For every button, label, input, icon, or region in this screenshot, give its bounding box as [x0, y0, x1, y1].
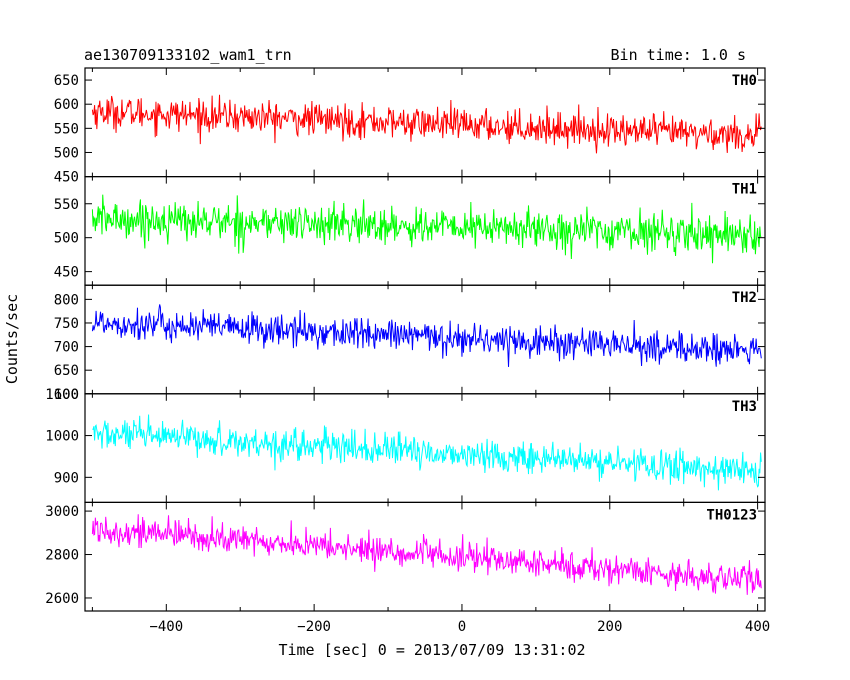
y-tick-label: 700 — [54, 340, 79, 356]
series-line-th3 — [92, 414, 762, 491]
series-line-th0 — [91, 94, 762, 154]
x-tick-label: 0 — [458, 619, 466, 635]
y-tick-label: 550 — [54, 197, 79, 213]
bin-time-label: Bin time: 1.0 s — [611, 46, 746, 64]
y-tick-label: 2600 — [45, 591, 79, 607]
chart-title: ae130709133102_wam1_trn — [84, 46, 292, 64]
panel-th3: 900 1000 1100 TH3 — [45, 387, 766, 503]
y-tick-label: 650 — [54, 73, 79, 89]
x-tick-label: 200 — [597, 619, 622, 635]
y-tick-label: 900 — [54, 470, 79, 486]
panel-label-th2: TH2 — [732, 290, 757, 306]
series-line-th0123 — [91, 514, 762, 595]
y-tick-label: 550 — [54, 121, 79, 137]
panel-th0: 450 500 550 600 650 TH0 — [54, 67, 766, 186]
series-line-th1 — [91, 194, 762, 264]
panel-th1: 450 500 550 TH1 — [54, 176, 766, 286]
y-tick-label: 600 — [54, 97, 79, 113]
panel-label-th0: TH0 — [732, 73, 757, 89]
y-tick-label: 3000 — [45, 504, 79, 520]
y-axis-title: Counts/sec — [3, 294, 21, 384]
y-tick-label: 500 — [54, 231, 79, 247]
y-tick-label: 600 — [54, 387, 79, 403]
series-line-th2 — [91, 304, 762, 367]
panel-label-th1: TH1 — [732, 182, 757, 198]
x-tick-label: −400 — [149, 619, 183, 635]
y-tick-label: 750 — [54, 316, 79, 332]
panels: 450 500 550 600 650 TH0 450 500 550 TH1 600 650 700 7… — [45, 67, 766, 612]
panel-th2: 600 650 700 750 800 TH2 — [54, 284, 766, 403]
y-tick-label: 2800 — [45, 548, 79, 564]
y-tick-label: 650 — [54, 363, 79, 379]
panel-frame — [84, 284, 766, 395]
y-tick-label: 450 — [54, 170, 79, 186]
y-tick-label: 500 — [54, 145, 79, 161]
panel-th0123: 2600 2800 3000 TH0123 — [45, 501, 766, 612]
y-tick-label: 1000 — [45, 429, 79, 445]
x-tick-label: −200 — [297, 619, 331, 635]
x-tick-labels: −400 −200 0 200 400 — [149, 619, 770, 635]
y-tick-label: 800 — [54, 292, 79, 308]
y-tick-label: 1100 — [45, 387, 79, 403]
x-axis-title: Time [sec] 0 = 2013/07/09 13:31:02 — [278, 641, 585, 659]
panel-label-th3: TH3 — [732, 399, 757, 415]
x-tick-label: 400 — [745, 619, 770, 635]
y-tick-label: 450 — [54, 265, 79, 281]
panel-frame — [84, 501, 766, 612]
panel-label-th0123: TH0123 — [706, 507, 757, 523]
